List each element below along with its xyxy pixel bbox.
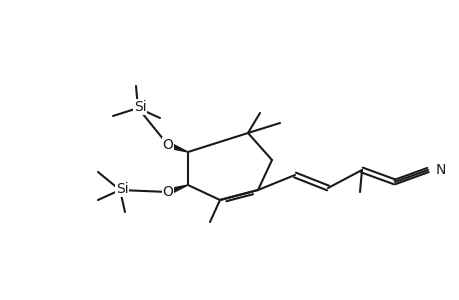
Text: O: O: [162, 138, 173, 152]
Polygon shape: [167, 142, 188, 152]
Text: O: O: [162, 185, 173, 199]
Text: Si: Si: [115, 182, 128, 196]
Text: N: N: [435, 163, 445, 177]
Text: Si: Si: [134, 100, 146, 114]
Polygon shape: [167, 185, 188, 195]
